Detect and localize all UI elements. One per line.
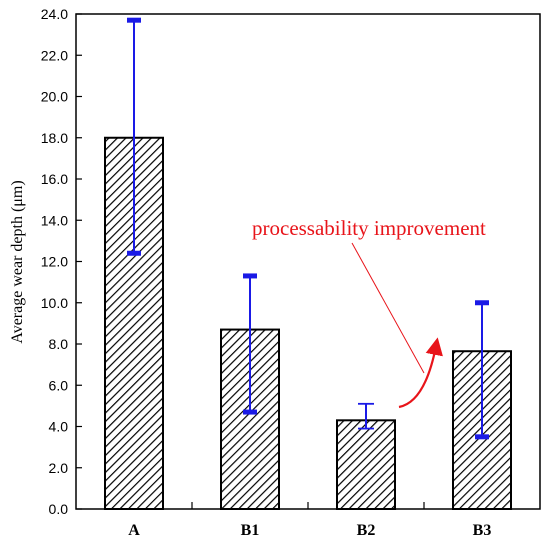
y-axis-title: Average wear depth (μm) <box>9 180 26 343</box>
y-tick-label: 8.0 <box>49 336 69 352</box>
y-tick-label: 6.0 <box>49 377 69 393</box>
y-tick-label: 22.0 <box>41 47 68 63</box>
x-category-label: B3 <box>473 522 492 539</box>
annotation: processability improvement <box>252 216 486 409</box>
y-tick-label: 14.0 <box>41 212 68 228</box>
x-axis-ticks: A B1 B2 B3 <box>128 502 491 539</box>
bar-B2 <box>336 419 396 510</box>
y-tick-label: 18.0 <box>41 130 68 146</box>
x-category-label: A <box>128 522 140 539</box>
y-tick-label: 10.0 <box>41 295 68 311</box>
x-category-label: B1 <box>241 522 260 539</box>
y-axis-ticks: 0.0 2.0 4.0 6.0 8.0 10.0 12.0 14.0 16.0 18.0 20.0 2… <box>41 6 82 517</box>
y-tick-label: 16.0 <box>41 171 68 187</box>
annotation-leader-line <box>351 242 425 374</box>
bars <box>104 136 512 510</box>
y-tick-label: 0.0 <box>49 501 69 517</box>
error-bars <box>127 17 489 440</box>
y-tick-label: 20.0 <box>41 89 68 105</box>
y-tick-label: 4.0 <box>49 419 69 435</box>
annotation-text: processability improvement <box>252 216 486 240</box>
annotation-arrow <box>398 337 443 409</box>
y-tick-label: 2.0 <box>49 460 69 476</box>
y-tick-label: 12.0 <box>41 254 68 270</box>
y-tick-label: 24.0 <box>41 6 68 22</box>
x-category-label: B2 <box>357 522 376 539</box>
